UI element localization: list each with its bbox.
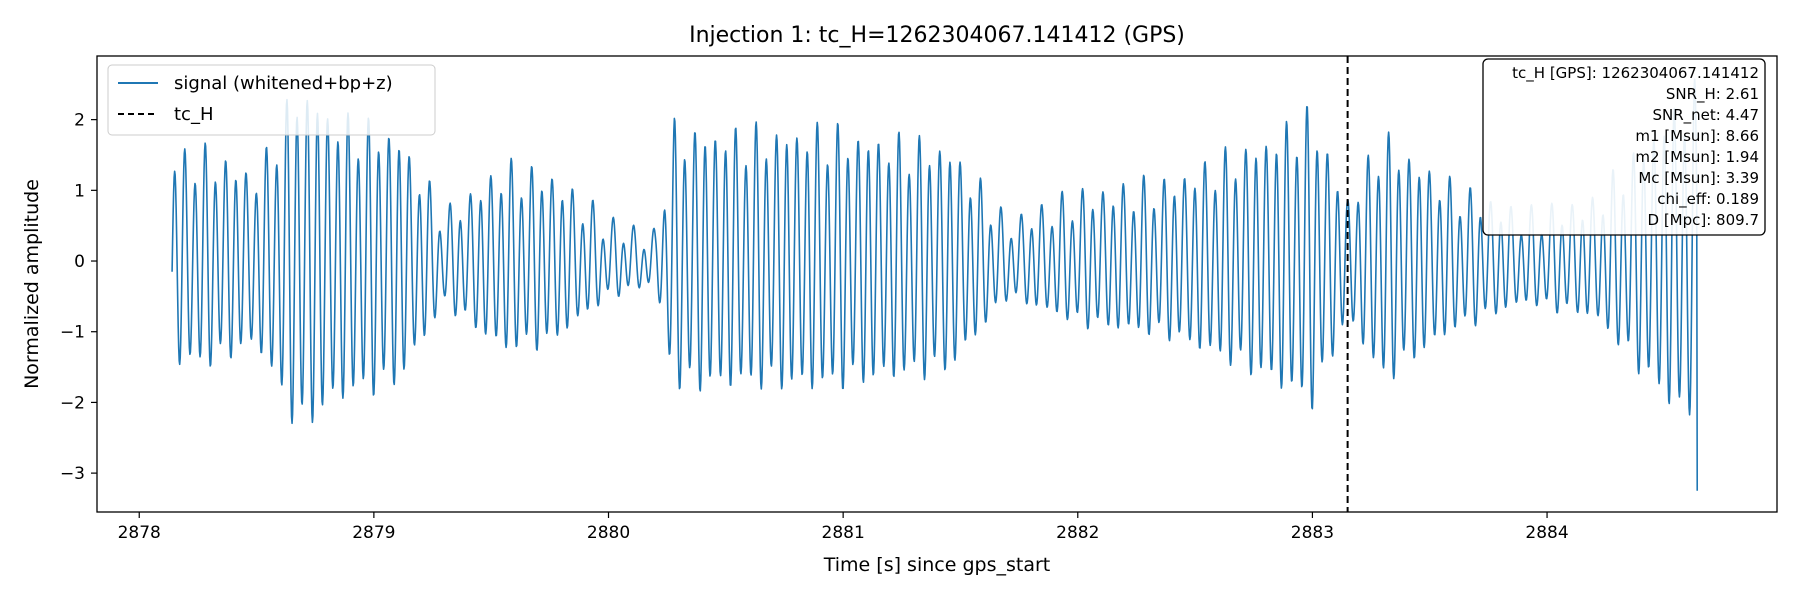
x-tick-label: 2879 bbox=[352, 523, 395, 543]
x-tick-label: 2882 bbox=[1056, 523, 1099, 543]
x-tick-label: 2883 bbox=[1291, 523, 1334, 543]
x-tick-label: 2881 bbox=[822, 523, 865, 543]
y-tick-label: 1 bbox=[74, 181, 85, 201]
y-tick-label: −1 bbox=[60, 323, 85, 343]
info-line-mc: Mc [Msun]: 3.39 bbox=[1638, 169, 1759, 187]
legend-signal-label: signal (whitened+bp+z) bbox=[174, 73, 393, 94]
info-line-distance: D [Mpc]: 809.7 bbox=[1648, 211, 1760, 229]
x-tick-label: 2880 bbox=[587, 523, 630, 543]
x-tick-label: 2878 bbox=[118, 523, 161, 543]
legend-tc-label: tc_H bbox=[174, 104, 214, 125]
info-line-m2: m2 [Msun]: 1.94 bbox=[1635, 148, 1759, 166]
y-tick-label: 2 bbox=[74, 111, 85, 131]
x-tick-label: 2884 bbox=[1525, 523, 1568, 543]
legend: signal (whitened+bp+z) tc_H bbox=[107, 64, 436, 136]
x-axis-label: Time [s] since gps_start bbox=[823, 554, 1050, 576]
info-box-frame bbox=[1482, 58, 1766, 236]
plot-frame bbox=[96, 55, 1778, 513]
y-tick-label: −3 bbox=[60, 464, 85, 484]
chart-title: Injection 1: tc_H=1262304067.141412 (GPS… bbox=[689, 23, 1185, 48]
info-line-chi-eff: chi_eff: 0.189 bbox=[1657, 190, 1759, 209]
info-line-snr-net: SNR_net: 4.47 bbox=[1652, 106, 1759, 125]
info-line-m1: m1 [Msun]: 8.66 bbox=[1635, 127, 1759, 145]
info-box: tc_H [GPS]: 1262304067.141412 SNR_H: 2.6… bbox=[1482, 58, 1766, 236]
info-line-snr-h: SNR_H: 2.61 bbox=[1666, 85, 1759, 104]
y-tick-label: −2 bbox=[60, 393, 85, 413]
info-line-tc: tc_H [GPS]: 1262304067.141412 bbox=[1512, 64, 1759, 83]
y-tick-label: 0 bbox=[74, 252, 85, 272]
signal-series-line bbox=[171, 78, 1699, 491]
legend-box bbox=[107, 64, 436, 136]
y-axis-label: Normalized amplitude bbox=[21, 179, 43, 389]
